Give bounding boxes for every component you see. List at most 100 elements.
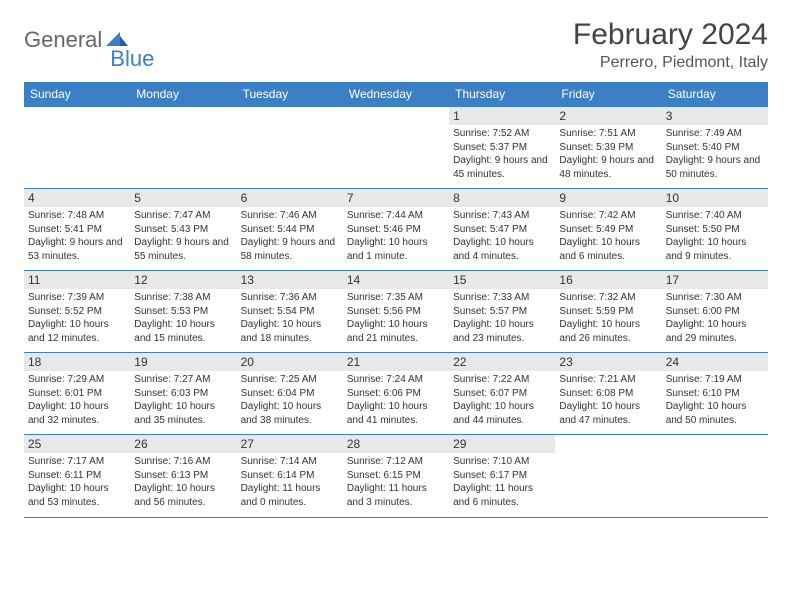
day-info: Sunrise: 7:30 AMSunset: 6:00 PMDaylight:… [666, 291, 764, 345]
day-info: Sunrise: 7:51 AMSunset: 5:39 PMDaylight:… [559, 127, 657, 181]
day-cell: 17 Sunrise: 7:30 AMSunset: 6:00 PMDayligh… [662, 271, 768, 353]
day-number: 20 [237, 353, 343, 371]
day-number: 16 [555, 271, 661, 289]
week-row: 18 Sunrise: 7:29 AMSunset: 6:01 PMDayligh… [24, 353, 768, 435]
day-header-row: SundayMondayTuesdayWednesdayThursdayFrid… [24, 82, 768, 107]
day-number: 15 [449, 271, 555, 289]
day-number: 28 [343, 435, 449, 453]
day-cell: 7 Sunrise: 7:44 AMSunset: 5:46 PMDaylight… [343, 189, 449, 271]
day-info: Sunrise: 7:25 AMSunset: 6:04 PMDaylight:… [241, 373, 339, 427]
day-number: 8 [449, 189, 555, 207]
day-header: Wednesday [343, 82, 449, 107]
day-cell: 8 Sunrise: 7:43 AMSunset: 5:47 PMDaylight… [449, 189, 555, 271]
day-cell: 11 Sunrise: 7:39 AMSunset: 5:52 PMDayligh… [24, 271, 130, 353]
day-cell: 16 Sunrise: 7:32 AMSunset: 5:59 PMDayligh… [555, 271, 661, 353]
day-number: 6 [237, 189, 343, 207]
day-cell: 5 Sunrise: 7:47 AMSunset: 5:43 PMDaylight… [130, 189, 236, 271]
day-header: Sunday [24, 82, 130, 107]
day-number: 9 [555, 189, 661, 207]
day-number: 24 [662, 353, 768, 371]
day-number: 1 [449, 107, 555, 125]
day-number: 17 [662, 271, 768, 289]
day-cell: 13 Sunrise: 7:36 AMSunset: 5:54 PMDayligh… [237, 271, 343, 353]
day-number: 3 [662, 107, 768, 125]
month-title: February 2024 [573, 18, 768, 52]
day-cell: 23Sunrise: 7:21 AMSunset: 6:08 PMDayligh… [555, 353, 661, 435]
day-cell: 22 Sunrise: 7:22 AMSunset: 6:07 PMDayligh… [449, 353, 555, 435]
day-cell: 20 Sunrise: 7:25 AMSunset: 6:04 PMDayligh… [237, 353, 343, 435]
day-cell: 27Sunrise: 7:14 AMSunset: 6:14 PMDayligh… [237, 435, 343, 517]
day-info: Sunrise: 7:19 AMSunset: 6:10 PMDaylight:… [666, 373, 764, 427]
day-cell [130, 107, 236, 189]
day-info: Sunrise: 7:44 AMSunset: 5:46 PMDaylight:… [347, 209, 445, 263]
day-info: Sunrise: 7:32 AMSunset: 5:59 PMDaylight:… [559, 291, 657, 345]
day-cell: 14 Sunrise: 7:35 AMSunset: 5:56 PMDayligh… [343, 271, 449, 353]
day-cell: 9 Sunrise: 7:42 AMSunset: 5:49 PMDaylight… [555, 189, 661, 271]
day-info: Sunrise: 7:42 AMSunset: 5:49 PMDaylight:… [559, 209, 657, 263]
day-header: Monday [130, 82, 236, 107]
logo: General Blue [24, 18, 154, 62]
day-number: 23 [555, 353, 661, 371]
week-row: 1 Sunrise: 7:52 AMSunset: 5:37 PMDaylight… [24, 107, 768, 189]
day-cell [237, 107, 343, 189]
week-row: 11 Sunrise: 7:39 AMSunset: 5:52 PMDayligh… [24, 271, 768, 353]
day-header: Thursday [449, 82, 555, 107]
header: General Blue February 2024 Perrero, Pied… [24, 18, 768, 72]
day-info: Sunrise: 7:52 AMSunset: 5:37 PMDaylight:… [453, 127, 551, 181]
day-cell: 29 Sunrise: 7:10 AMSunset: 6:17 PMDayligh… [449, 435, 555, 517]
day-info: Sunrise: 7:27 AMSunset: 6:03 PMDaylight:… [134, 373, 232, 427]
day-cell [24, 107, 130, 189]
day-cell [662, 435, 768, 517]
calendar-table: SundayMondayTuesdayWednesdayThursdayFrid… [24, 82, 768, 517]
day-cell: 25 Sunrise: 7:17 AMSunset: 6:11 PMDayligh… [24, 435, 130, 517]
day-number: 7 [343, 189, 449, 207]
day-info: Sunrise: 7:39 AMSunset: 5:52 PMDaylight:… [28, 291, 126, 345]
day-number: 18 [24, 353, 130, 371]
day-info: Sunrise: 7:29 AMSunset: 6:01 PMDaylight:… [28, 373, 126, 427]
day-info: Sunrise: 7:24 AMSunset: 6:06 PMDaylight:… [347, 373, 445, 427]
week-row: 4 Sunrise: 7:48 AMSunset: 5:41 PMDaylight… [24, 189, 768, 271]
day-number: 2 [555, 107, 661, 125]
day-number: 11 [24, 271, 130, 289]
day-number: 26 [130, 435, 236, 453]
day-number: 10 [662, 189, 768, 207]
day-info: Sunrise: 7:33 AMSunset: 5:57 PMDaylight:… [453, 291, 551, 345]
day-cell: 19 Sunrise: 7:27 AMSunset: 6:03 PMDayligh… [130, 353, 236, 435]
day-info: Sunrise: 7:35 AMSunset: 5:56 PMDaylight:… [347, 291, 445, 345]
day-number: 5 [130, 189, 236, 207]
day-number: 19 [130, 353, 236, 371]
day-info: Sunrise: 7:36 AMSunset: 5:54 PMDaylight:… [241, 291, 339, 345]
day-number: 27 [237, 435, 343, 453]
day-info: Sunrise: 7:49 AMSunset: 5:40 PMDaylight:… [666, 127, 764, 181]
day-cell: 1 Sunrise: 7:52 AMSunset: 5:37 PMDaylight… [449, 107, 555, 189]
logo-text-blue: Blue [110, 46, 154, 72]
bottom-rule [24, 517, 768, 518]
day-number: 13 [237, 271, 343, 289]
day-number: 22 [449, 353, 555, 371]
day-number: 25 [24, 435, 130, 453]
day-header: Friday [555, 82, 661, 107]
day-info: Sunrise: 7:22 AMSunset: 6:07 PMDaylight:… [453, 373, 551, 427]
day-cell: 26Sunrise: 7:16 AMSunset: 6:13 PMDayligh… [130, 435, 236, 517]
day-cell: 6Sunrise: 7:46 AMSunset: 5:44 PMDaylight… [237, 189, 343, 271]
day-number: 12 [130, 271, 236, 289]
day-number: 14 [343, 271, 449, 289]
day-cell: 28Sunrise: 7:12 AMSunset: 6:15 PMDayligh… [343, 435, 449, 517]
location-label: Perrero, Piedmont, Italy [573, 54, 768, 72]
day-cell: 2 Sunrise: 7:51 AMSunset: 5:39 PMDaylight… [555, 107, 661, 189]
day-header: Saturday [662, 82, 768, 107]
day-info: Sunrise: 7:48 AMSunset: 5:41 PMDaylight:… [28, 209, 126, 263]
day-info: Sunrise: 7:43 AMSunset: 5:47 PMDaylight:… [453, 209, 551, 263]
day-cell: 24 Sunrise: 7:19 AMSunset: 6:10 PMDayligh… [662, 353, 768, 435]
day-cell: 10Sunrise: 7:40 AMSunset: 5:50 PMDayligh… [662, 189, 768, 271]
day-cell: 15 Sunrise: 7:33 AMSunset: 5:57 PMDayligh… [449, 271, 555, 353]
day-number: 4 [24, 189, 130, 207]
day-number: 29 [449, 435, 555, 453]
day-info: Sunrise: 7:17 AMSunset: 6:11 PMDaylight:… [28, 455, 126, 509]
day-cell: 18 Sunrise: 7:29 AMSunset: 6:01 PMDayligh… [24, 353, 130, 435]
day-cell: 21 Sunrise: 7:24 AMSunset: 6:06 PMDayligh… [343, 353, 449, 435]
day-number: 21 [343, 353, 449, 371]
day-info: Sunrise: 7:47 AMSunset: 5:43 PMDaylight:… [134, 209, 232, 263]
logo-text-general: General [24, 27, 102, 53]
day-info: Sunrise: 7:10 AMSunset: 6:17 PMDaylight:… [453, 455, 551, 509]
